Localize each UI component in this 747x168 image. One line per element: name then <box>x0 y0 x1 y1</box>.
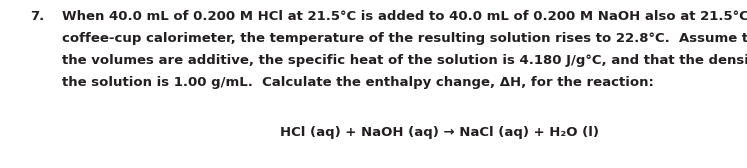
Text: When 40.0 mL of 0.200 M HCl at 21.5°C is added to 40.0 mL of 0.200 M NaOH also a: When 40.0 mL of 0.200 M HCl at 21.5°C is… <box>62 10 747 23</box>
Text: 7.: 7. <box>30 10 44 23</box>
Text: HCl (aq) + NaOH (aq) → NaCl (aq) + H₂O (l): HCl (aq) + NaOH (aq) → NaCl (aq) + H₂O (… <box>280 126 599 139</box>
Text: the volumes are additive, the specific heat of the solution is 4.180 J/g°C, and : the volumes are additive, the specific h… <box>62 54 747 67</box>
Text: the solution is 1.00 g/mL.  Calculate the enthalpy change, ΔH, for the reaction:: the solution is 1.00 g/mL. Calculate the… <box>62 76 654 89</box>
Text: coffee-cup calorimeter, the temperature of the resulting solution rises to 22.8°: coffee-cup calorimeter, the temperature … <box>62 32 747 45</box>
